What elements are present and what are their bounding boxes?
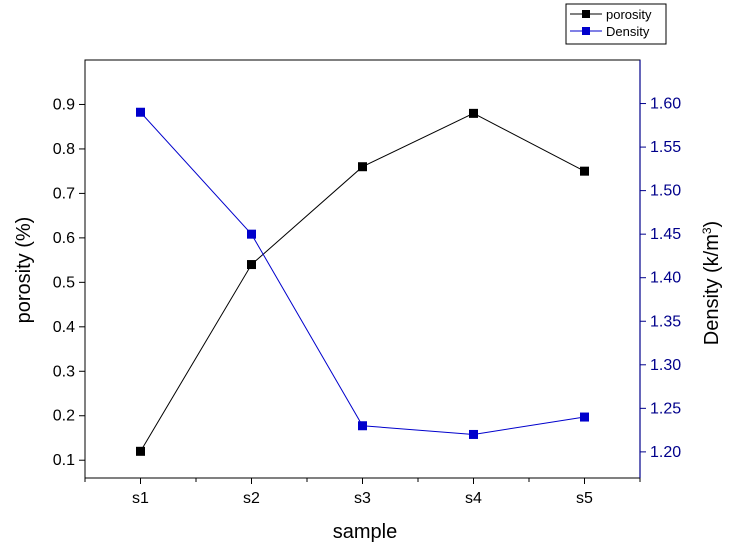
porosity-point <box>136 446 145 456</box>
right-tick-label: 1.60 <box>650 96 681 113</box>
x-tick-label: s1 <box>132 490 149 507</box>
porosity-point <box>358 162 367 172</box>
left-tick-label: 0.4 <box>53 319 75 336</box>
density-point <box>136 107 145 117</box>
left-tick-label: 0.1 <box>53 452 75 469</box>
legend-porosity-label: porosity <box>606 7 652 22</box>
legend-density-marker <box>582 27 590 35</box>
porosity-point <box>469 108 478 118</box>
right-axis-title-main: Density (k/m <box>701 234 723 345</box>
density-point <box>469 429 478 439</box>
x-axis: s1 s2 s3 s4 s5 <box>84 478 641 507</box>
left-tick-label: 0.8 <box>53 141 75 158</box>
right-tick-label: 1.50 <box>650 183 681 200</box>
left-tick-label: 0.6 <box>53 230 75 247</box>
legend-density-label: Density <box>606 24 650 39</box>
right-tick-label: 1.40 <box>650 270 681 287</box>
legend: porosity Density <box>565 3 667 45</box>
density-point <box>580 412 589 422</box>
left-tick-label: 0.7 <box>53 185 75 202</box>
x-axis-title: sample <box>333 521 397 543</box>
x-tick-label: s2 <box>243 490 260 507</box>
legend-porosity-marker <box>582 10 590 18</box>
plot-frame <box>84 59 641 479</box>
right-tick-label: 1.35 <box>650 313 681 330</box>
right-axis-title-close: ) <box>701 221 723 228</box>
x-tick-label: s3 <box>354 490 371 507</box>
right-tick-label: 1.20 <box>650 444 681 461</box>
left-y-axis: 0.1 0.2 0.3 0.4 0.5 0.6 0.7 0.8 0.9 <box>53 96 85 469</box>
right-axis-title-superscript: 3 <box>700 227 714 234</box>
right-tick-label: 1.25 <box>650 400 681 417</box>
right-tick-label: 1.55 <box>650 139 681 156</box>
series-layer <box>136 107 589 456</box>
x-tick-label: s5 <box>576 490 593 507</box>
left-tick-label: 0.5 <box>53 274 75 291</box>
left-axis-title: porosity (%) <box>13 217 35 324</box>
density-point <box>247 229 256 239</box>
right-axis-title: Density (k/m3) <box>700 221 723 345</box>
right-tick-label: 1.45 <box>650 226 681 243</box>
density-point <box>358 421 367 431</box>
left-tick-label: 0.3 <box>53 363 75 380</box>
porosity-point <box>580 166 589 176</box>
x-tick-label: s4 <box>465 490 482 507</box>
porosity-point <box>247 260 256 270</box>
left-tick-label: 0.2 <box>53 408 75 425</box>
right-y-axis: 1.20 1.25 1.30 1.35 1.40 1.45 1.50 1.55 1.60 <box>639 60 681 478</box>
left-tick-label: 0.9 <box>53 96 75 113</box>
density-series-line <box>140 111 585 435</box>
right-tick-label: 1.30 <box>650 357 681 374</box>
